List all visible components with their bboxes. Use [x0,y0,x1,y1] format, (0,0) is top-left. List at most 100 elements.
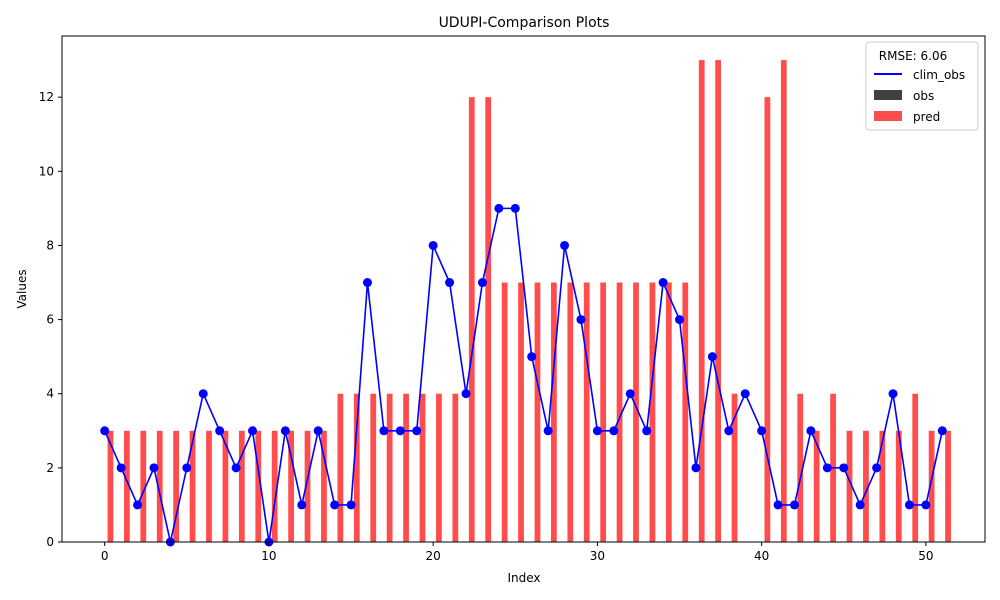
clim_obs-point-31 [609,426,619,436]
clim_obs-point-0 [100,426,110,436]
x-tick-label-10: 10 [261,549,276,563]
clim_obs-point-16 [362,278,372,288]
clim_obs-point-42 [789,500,799,510]
pred-bar-36 [698,60,705,542]
pred-bar-46 [863,430,869,542]
legend-label-pred: pred [913,110,940,124]
clim_obs-point-18 [395,426,405,436]
clim_obs-point-41 [773,500,783,510]
pred-bar-31 [616,282,623,542]
pred-bar-12 [304,430,311,542]
clim_obs-point-5 [182,463,192,473]
clim_obs-point-28 [560,240,570,250]
pred-bar-38 [731,393,738,542]
clim_obs-point-13 [313,426,323,436]
clim_obs-point-7 [215,426,225,436]
clim_obs-point-34 [658,278,668,288]
legend-title: RMSE: 6.06 [879,49,947,63]
x-tick-label-20: 20 [426,549,441,563]
clim_obs-point-6 [198,389,208,399]
clim_obs-point-46 [855,500,865,510]
chart-title: UDUPI-Comparison Plots [439,15,610,31]
clim_obs-point-19 [412,426,422,436]
pred-bar-35 [682,282,689,542]
clim_obs-point-36 [691,463,701,473]
pred-bar-43 [813,430,820,542]
pred-bar-45 [846,430,853,542]
clim_obs-point-24 [494,203,504,213]
clim_obs-point-23 [477,278,487,288]
pred-bar-41 [780,60,787,542]
clim_obs-point-35 [675,315,685,325]
clim_obs-point-22 [461,389,471,399]
legend-box [865,41,979,131]
pred-bar-0 [107,430,114,542]
clim_obs-point-39 [740,389,750,399]
pred-bar-21 [452,393,459,542]
y-tick-label-12: 12 [39,90,54,104]
clim_obs-point-38 [724,426,734,436]
x-axis-label: Index [507,571,540,585]
clim_obs-point-44 [822,463,832,473]
clim_obs-point-12 [297,500,307,510]
y-axis: 0 2 4 6 8 10 12 [39,90,62,549]
pred-bar-32 [633,282,639,542]
pred-bar-17 [386,393,393,542]
clim_obs-point-11 [280,426,290,436]
clim_obs-point-33 [642,426,652,436]
clim_obs-point-48 [888,389,898,399]
legend-swatch-obs [874,90,902,100]
pred-bar-51 [945,430,951,542]
pred-bar-40 [764,97,771,542]
pred-bar-5 [189,430,196,542]
x-tick-label-50: 50 [918,549,933,563]
pred-bar-4 [173,430,180,542]
pred-bar-42 [797,393,804,542]
y-tick-label-10: 10 [39,164,54,178]
x-axis: 0 10 20 30 40 50 [101,542,934,563]
legend-label-obs: obs [913,89,934,103]
plot-area [100,60,951,547]
clim_obs-point-47 [872,463,882,473]
y-tick-label-0: 0 [46,535,54,549]
y-tick-label-2: 2 [46,461,54,475]
clim_obs-point-49 [904,500,914,510]
pred-bar-3 [156,430,163,542]
clim_obs-point-14 [330,500,340,510]
clim_obs-point-21 [445,278,455,288]
clim_obs-point-50 [921,500,931,510]
pred-bar-27 [551,282,557,542]
pred-bar-33 [649,282,656,542]
pred-bar-18 [403,393,409,542]
pred-bar-16 [370,393,377,542]
pred-bar-11 [288,430,294,542]
pred-bar-10 [271,430,278,542]
clim_obs-point-45 [839,463,849,473]
pred-bar-8 [238,430,245,542]
x-tick-label-0: 0 [101,549,109,563]
y-tick-label-4: 4 [46,387,54,401]
clim_obs-point-51 [937,426,947,436]
plot-frame [61,35,986,543]
pred-bar-1 [124,430,130,542]
y-tick-label-6: 6 [46,313,54,327]
pred-bar-29 [583,282,590,542]
clim_obs-point-15 [346,500,356,510]
legend-swatch-pred [874,111,902,121]
pred-bar-34 [665,282,672,542]
legend-label-clim-obs: clim_obs [913,68,965,82]
pred-bar-23 [485,97,492,542]
clim_obs-point-43 [806,426,816,436]
clim_obs-point-1 [116,463,126,473]
clim_obs-point-32 [625,389,635,399]
clim_obs-point-20 [428,240,438,250]
clim_obs-point-37 [707,352,717,362]
clim_obs-point-3 [149,463,159,473]
clim_obs-point-17 [379,426,389,436]
y-tick-label-8: 8 [46,238,54,252]
pred-bar-2 [140,430,147,542]
clim_obs-point-27 [543,426,553,436]
pred-bar-28 [567,282,574,542]
pred-bar-22 [468,97,475,542]
